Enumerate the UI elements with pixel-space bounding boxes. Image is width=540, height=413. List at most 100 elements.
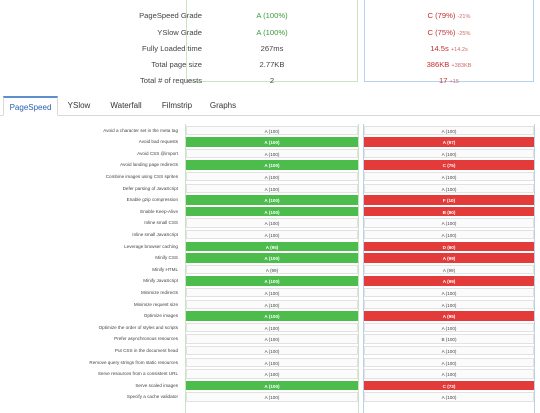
summary-value-b-text: 17 [439, 76, 448, 85]
summary-value-b-text: 386KB [426, 60, 450, 69]
tab-graphs[interactable]: Graphs [209, 101, 237, 110]
rule-label: Avoid bad requests [138, 139, 178, 145]
rule-score-a: A (100) [186, 160, 358, 170]
rule-row: Optimize the order of styles and scripts… [0, 322, 540, 334]
rule-row: Inline small CSS A (100) A (100) [0, 217, 540, 229]
rule-row: Remove query strings from static resourc… [0, 357, 540, 369]
rule-label: Minimize request size [133, 301, 178, 307]
rule-label: Combine images using CSS sprites [105, 173, 178, 179]
rule-row: Combine images using CSS sprites A (100) A… [0, 171, 540, 183]
summary-value-b: C (79%) -21% [364, 8, 534, 25]
rule-score-b: A (100) [364, 218, 534, 228]
rule-label: Specify a cache validator [126, 394, 178, 400]
rule-score-a: A (100) [186, 206, 358, 217]
rule-row: Put CSS in the document head A (100) A (10… [0, 345, 540, 357]
rules-column-a-frame [185, 124, 359, 413]
rule-score-a: A (100) [186, 345, 358, 356]
rule-score-a: A (100) [186, 357, 358, 368]
rule-score-b: D (60) [364, 241, 534, 252]
rule-label: Optimize images [143, 313, 178, 319]
rule-score-a: A (100) [186, 253, 358, 263]
summary-delta: -25% [457, 31, 471, 37]
rule-label: Enable Keep-Alive [140, 208, 178, 214]
rule-row: Avoid CSS @import A (100) A (100) [0, 148, 540, 160]
summary-value-a: A (100%) [256, 28, 288, 37]
rule-score-b: A (100) [364, 322, 534, 333]
rule-row: Enable Keep-Alive A (100) B (80) [0, 206, 540, 218]
rule-label: Defer parsing of JavaScript [122, 185, 178, 191]
rule-score-b: A (100) [364, 171, 534, 182]
rule-score-a: A (100) [186, 322, 358, 333]
summary-row: Fully Loaded time 267ms 14.5s +14.2s [0, 41, 540, 56]
rule-score-b: A (100) [364, 357, 534, 368]
summary-value-a: 2 [269, 76, 275, 85]
summary-delta: -21% [457, 14, 471, 20]
rule-row: Minify JavaScript A (100) A (99) [0, 275, 540, 287]
rule-label: Minify CSS [155, 255, 178, 261]
rule-row: Defer parsing of JavaScript A (100) A (100… [0, 183, 540, 195]
rule-score-b: A (95) [364, 311, 534, 321]
summary-value-a: A (100%) [256, 11, 288, 20]
rule-score-b: C (75) [364, 160, 534, 170]
rule-label: Minify HTML [152, 266, 178, 272]
rule-label: Avoid a character set in the meta tag [103, 127, 178, 133]
summary-delta: +383KB [451, 63, 472, 69]
rule-row: Specify a cache validator A (100) A (100) [0, 391, 540, 403]
rule-label: Leverage browser caching [124, 243, 178, 249]
tab-pagespeed[interactable]: PageSpeed [3, 96, 58, 116]
rule-score-a: A (95) [186, 241, 358, 252]
rule-label: Optimize the order of styles and scripts [98, 324, 178, 330]
rule-score-b: A (97) [364, 137, 534, 147]
rule-score-a: A (100) [186, 171, 358, 182]
rule-score-b: A (100) [364, 287, 534, 298]
summary-value-b: 14.5s +14.2s [364, 41, 534, 58]
rule-row: Minify HTML A (99) A (99) [0, 264, 540, 276]
rule-row: Serve scaled images A (100) C (73) [0, 380, 540, 392]
summary-value-b: 386KB +383KB [364, 57, 534, 74]
rule-score-a: A (100) [186, 287, 358, 298]
rule-label: Remove query strings from static resourc… [89, 359, 178, 365]
rule-score-a: A (100) [186, 229, 358, 240]
rule-score-b: B (80) [364, 206, 534, 217]
rule-score-a: A (100) [186, 183, 358, 194]
rule-score-b: A (99) [364, 276, 534, 286]
rule-row: Minify CSS A (100) A (99) [0, 252, 540, 264]
rule-label: Minify JavaScript [143, 278, 178, 284]
rule-row: Avoid a character set in the meta tag A (… [0, 125, 540, 137]
rule-label: Put CSS in the document head [114, 347, 178, 353]
rule-label: Inline small CSS [144, 220, 178, 226]
rule-score-a: A (100) [186, 299, 358, 310]
rule-score-b: A (100) [364, 299, 534, 310]
summary-column-a [186, 0, 358, 82]
rule-score-b: A (100) [364, 369, 534, 379]
rule-score-b: A (100) [364, 345, 534, 356]
summary-row: Total # of requests 2 17 +15 [0, 73, 540, 88]
summary-label: Total # of requests [139, 76, 202, 85]
rule-score-a: A (100) [186, 334, 358, 344]
rule-score-b: A (100) [364, 183, 534, 194]
rule-score-b: F (10) [364, 195, 534, 205]
tab-yslow[interactable]: YSlow [67, 101, 91, 110]
rule-score-a: A (100) [186, 392, 358, 402]
summary-row: YSlow Grade A (100%) C (75%) -25% [0, 25, 540, 40]
tab-filmstrip[interactable]: Filmstrip [161, 101, 193, 110]
summary-delta: +14.2s [450, 47, 468, 53]
rules-column-b-frame [363, 124, 535, 413]
tab-bar: PageSpeed YSlow Waterfall Filmstrip Graphs [0, 96, 540, 116]
summary-value-b-text: C (75%) [427, 28, 456, 37]
summary-row: Total page size 2.77KB 386KB +383KB [0, 57, 540, 72]
rule-score-b: C (73) [364, 380, 534, 391]
tab-waterfall[interactable]: Waterfall [110, 101, 142, 110]
rule-label: Serve resources from a consistent URL [97, 371, 178, 377]
rule-label: Avoid landing page redirects [120, 162, 178, 168]
rule-score-b: A (100) [364, 392, 534, 402]
rule-score-b: A (100) [364, 125, 534, 136]
rule-score-a: A (100) [186, 218, 358, 228]
rule-score-a: A (100) [186, 276, 358, 286]
rule-row: Prefer asynchronous resources A (100) B (1… [0, 333, 540, 345]
summary-label: YSlow Grade [157, 28, 202, 37]
rule-row: Enable gzip compression A (100) F (10) [0, 194, 540, 206]
rule-row: Minimize redirects A (100) A (100) [0, 287, 540, 299]
rule-row: Optimize images A (100) A (95) [0, 310, 540, 322]
summary-label: PageSpeed Grade [139, 11, 202, 20]
